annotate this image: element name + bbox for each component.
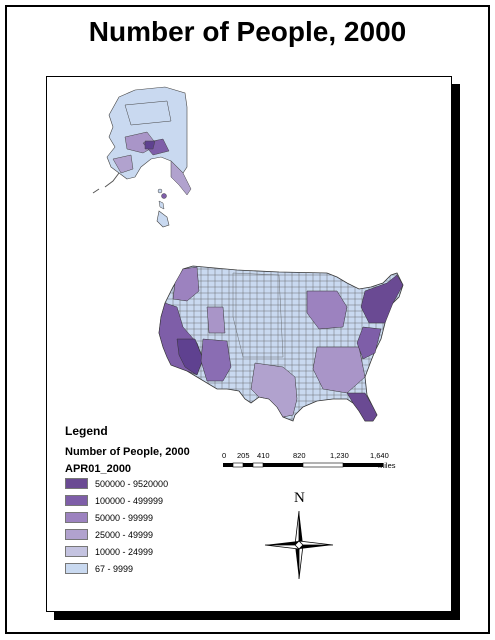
hawaii-region (156, 188, 170, 228)
alaska-county-shade-3 (144, 140, 156, 150)
legend-field-name: APR01_2000 (65, 463, 132, 475)
north-label: N (294, 490, 305, 506)
legend-item-label: 25000 - 49999 (95, 529, 154, 540)
scale-tick-label: 410 (257, 451, 270, 460)
legend-item: 25000 - 49999 (65, 528, 153, 541)
texas-counties (250, 362, 298, 418)
alaska-panhandle (170, 160, 192, 196)
scale-tick-label: 820 (293, 451, 306, 460)
florida-counties (346, 392, 378, 422)
legend-swatch (65, 529, 88, 540)
map-panel: 0 205 410 820 1,230 1,640 Miles (46, 76, 452, 612)
legend-item: 50000 - 99999 (65, 511, 153, 524)
legend-item: 100000 - 499999 (65, 494, 163, 507)
map-title: Number of People, 2000 (88, 16, 407, 47)
scale-tick-label: 0 (222, 451, 227, 460)
legend-item: 10000 - 24999 (65, 545, 153, 558)
scale-tick-label: 1,230 (330, 451, 349, 460)
legend-item-label: 67 - 9999 (95, 563, 134, 574)
northeast-counties (360, 274, 404, 324)
legend-heading: Legend (65, 424, 108, 438)
legend-swatch (65, 512, 88, 523)
pacific-northwest-counties (172, 266, 200, 302)
legend-item: 500000 - 9520000 (65, 477, 168, 490)
legend-item-label: 100000 - 499999 (95, 495, 164, 506)
scale-bar (223, 462, 383, 468)
southwest-counties (200, 338, 232, 382)
legend-item-label: 500000 - 9520000 (95, 478, 169, 489)
map-canvas (92, 86, 404, 422)
legend-item-label: 50000 - 99999 (95, 512, 154, 523)
alaska-region (92, 86, 192, 196)
legend-swatch (65, 563, 88, 574)
legend-item: 67 - 9999 (65, 562, 133, 575)
scale-tick-label: 205 (237, 451, 250, 460)
contiguous-us-region (158, 265, 404, 422)
alaska-county-shade-5 (124, 100, 172, 126)
atlantic-coast-counties (356, 326, 382, 360)
legend-swatch (65, 478, 88, 489)
alaska-county-shade-4 (112, 154, 134, 174)
great-lakes-counties (306, 290, 348, 330)
legend-swatch (65, 495, 88, 506)
utah-counties (206, 306, 226, 334)
plains-counties-grid (233, 273, 283, 357)
alaska-islands (92, 172, 120, 194)
legend-layer-name: Number of People, 2000 (65, 446, 190, 458)
legend-item-label: 10000 - 24999 (95, 546, 154, 557)
legend-swatch (65, 546, 88, 557)
north-arrow-icon (264, 510, 334, 580)
scale-unit-label: Miles (378, 461, 396, 470)
scale-tick-label: 1,640 (370, 451, 389, 460)
southern-california-counties (176, 338, 204, 376)
